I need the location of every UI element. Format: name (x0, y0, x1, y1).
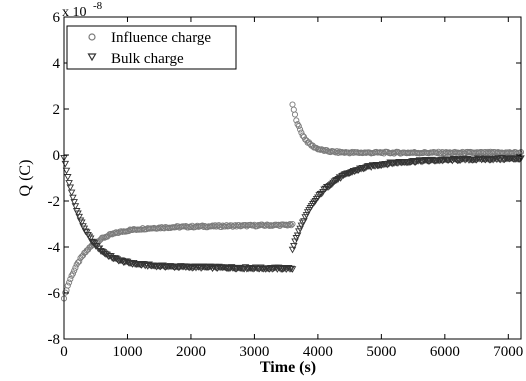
data-point (291, 111, 299, 118)
series-layer (60, 101, 525, 302)
y-exponent-power: -8 (93, 0, 103, 12)
data-point (70, 199, 78, 206)
y-tick-label: -2 (48, 194, 61, 210)
y-tick-label: 0 (53, 148, 61, 164)
data-point (185, 264, 194, 272)
legend-marker-influence (88, 33, 96, 41)
data-point (326, 182, 335, 189)
data-point (76, 258, 83, 265)
data-point (320, 186, 328, 194)
y-tick-label: 2 (53, 102, 61, 118)
data-point (287, 265, 295, 273)
data-point (289, 220, 296, 228)
data-point (74, 210, 82, 218)
data-point (290, 242, 298, 250)
legend: Influence charge Bulk charge (66, 25, 237, 70)
data-point (81, 228, 90, 236)
data-point (154, 262, 162, 270)
x-tick-label: 7000 (493, 344, 523, 360)
y-tick-label: 6 (53, 10, 61, 26)
data-point (324, 184, 332, 192)
data-point (386, 159, 394, 167)
data-point (368, 162, 377, 169)
data-point (89, 239, 97, 247)
y-tick-label: 4 (53, 56, 61, 72)
y-tick-label: -8 (48, 332, 61, 348)
data-point (293, 232, 302, 240)
data-point (71, 267, 78, 274)
data-point (72, 264, 79, 271)
data-point (69, 194, 77, 202)
data-point (267, 264, 275, 272)
data-point (429, 157, 438, 165)
x-tick-label: 6000 (430, 344, 460, 360)
data-point (64, 174, 72, 181)
data-point (187, 263, 195, 271)
data-point (88, 238, 96, 246)
data-point (71, 203, 80, 210)
data-point (64, 282, 71, 289)
data-point (211, 263, 219, 271)
data-point (484, 155, 492, 163)
data-point (286, 220, 294, 228)
data-point (383, 161, 392, 169)
data-point (69, 270, 76, 277)
data-point (409, 157, 417, 165)
series-influence-charge (60, 101, 525, 302)
data-point (293, 117, 300, 124)
x-tick-label: 5000 (366, 344, 396, 360)
x-axis-ticks: 0 1000 2000 3000 4000 5000 6000 7000 (60, 17, 523, 360)
data-point (75, 213, 83, 221)
data-point (67, 189, 76, 197)
y-tick-label: -4 (48, 240, 61, 256)
x-tick-label: 1000 (112, 344, 142, 360)
x-tick-label: 4000 (303, 344, 333, 360)
plot-frame (63, 16, 522, 340)
data-point (66, 279, 73, 286)
data-point (62, 167, 71, 175)
data-point (65, 180, 73, 187)
x-tick-label: 0 (60, 344, 68, 360)
data-point (325, 183, 334, 190)
data-point (361, 165, 369, 172)
data-point (295, 123, 302, 130)
legend-marker-bulk (87, 53, 97, 62)
data-point (401, 159, 410, 166)
data-point (372, 161, 381, 169)
data-point (288, 266, 297, 273)
y-axis-ticks: -8 -6 -4 -2 0 2 4 6 (48, 10, 521, 348)
data-point (78, 219, 86, 227)
data-point (300, 218, 308, 225)
data-point (74, 259, 82, 266)
data-point (279, 265, 288, 273)
data-point (218, 223, 225, 231)
data-point (288, 222, 295, 229)
series-bulk-charge (60, 154, 525, 274)
x-tick-label: 3000 (239, 344, 269, 360)
plot-background (64, 17, 521, 339)
data-point (177, 263, 185, 270)
data-point (285, 222, 292, 229)
data-point (237, 265, 246, 273)
data-point (297, 126, 304, 133)
y-exponent-base: x 10 (62, 5, 87, 20)
x-tick-label: 2000 (176, 344, 206, 360)
y-axis-label: Q (C) (17, 160, 34, 197)
legend-box (66, 25, 237, 70)
data-point (67, 276, 74, 283)
data-point (333, 176, 341, 184)
data-point (86, 235, 95, 243)
x-axis-label: Time (s) (260, 359, 316, 376)
legend-label-influence: Influence charge (111, 30, 211, 46)
data-point (230, 265, 238, 272)
legend-label-bulk: Bulk charge (111, 51, 184, 67)
data-point (415, 157, 424, 164)
y-tick-label: -6 (48, 286, 61, 302)
data-point (173, 263, 181, 271)
data-point (494, 155, 502, 162)
data-point (66, 184, 75, 192)
